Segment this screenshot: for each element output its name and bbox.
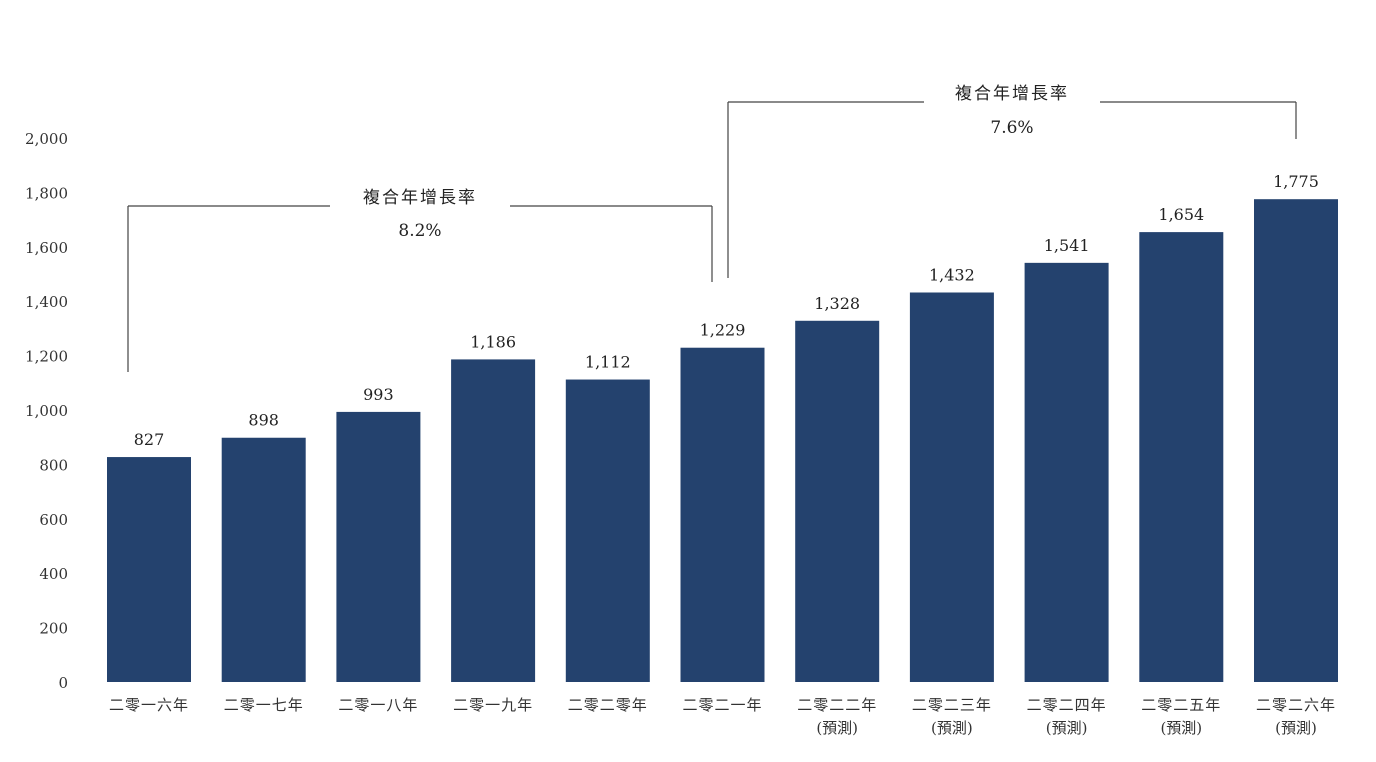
bar-value-label: 898 [248, 411, 279, 430]
y-tick-label: 1,000 [25, 402, 68, 420]
x-tick-label: 二零一六年 [109, 696, 189, 714]
y-tick-label: 1,400 [25, 293, 68, 311]
y-tick-label: 1,600 [25, 239, 68, 257]
bars: 827 898 993 1,186 1,112 1,229 1,328 1,432 1,541 1… [107, 172, 1338, 682]
cagr-annotations: 複合年增長率 8.2% 複合年增長率 7.6% [127, 84, 1297, 372]
bar [1139, 232, 1224, 682]
bar [680, 347, 765, 682]
bar-value-label: 993 [363, 385, 394, 404]
x-axis: 二零一六年 二零一七年 二零一八年 二零一九年 二零二零年 二零二一年 二零二二年 (預測) 二… [109, 696, 1336, 737]
bar [565, 379, 650, 682]
bar [336, 411, 421, 682]
cagr-bracket: 複合年增長率 7.6% [727, 84, 1297, 278]
x-tick-label: 二零二二年 [797, 696, 877, 714]
y-tick-label: 400 [39, 565, 68, 583]
bar [221, 437, 306, 682]
bar [1254, 199, 1338, 682]
bar [451, 359, 536, 682]
y-tick-label: 2,000 [25, 130, 68, 148]
bar-value-label: 1,654 [1158, 205, 1204, 224]
x-tick-label: 二零一七年 [224, 696, 304, 714]
x-tick-sublabel: (預測) [1160, 719, 1202, 737]
x-tick-label: 二零二三年 [912, 696, 992, 714]
cagr-value: 8.2% [398, 221, 441, 241]
x-tick-sublabel: (預測) [1275, 719, 1317, 737]
bar [909, 292, 994, 682]
cagr-bracket: 複合年增長率 8.2% [127, 188, 713, 372]
bar-value-label: 827 [134, 430, 165, 449]
cagr-label: 複合年增長率 [363, 188, 477, 208]
x-tick-label: 二零一九年 [453, 696, 533, 714]
bar-value-label: 1,432 [929, 265, 975, 284]
bar-value-label: 1,229 [700, 321, 746, 340]
y-tick-label: 600 [39, 511, 68, 529]
y-axis: 0 200 400 600 800 1,000 1,200 1,400 1,600 1,800 2,… [25, 130, 68, 692]
x-tick-sublabel: (預測) [816, 719, 858, 737]
x-tick-label: 二零二一年 [682, 696, 762, 714]
x-tick-sublabel: (預測) [1046, 719, 1088, 737]
y-tick-label: 1,800 [25, 184, 68, 202]
x-tick-label: 二零二零年 [568, 696, 648, 714]
cagr-label: 複合年增長率 [955, 84, 1069, 104]
bar-value-label: 1,186 [470, 332, 516, 351]
bar-value-label: 1,775 [1273, 172, 1319, 191]
y-tick-label: 200 [39, 620, 68, 638]
x-tick-label: 二零二四年 [1027, 696, 1107, 714]
bar [1024, 262, 1109, 682]
x-tick-label: 二零一八年 [338, 696, 418, 714]
x-tick-label: 二零二六年 [1256, 696, 1336, 714]
bar-value-label: 1,328 [814, 294, 860, 313]
x-tick-label: 二零二五年 [1141, 696, 1221, 714]
bar [107, 457, 191, 682]
x-tick-sublabel: (預測) [931, 719, 973, 737]
bar-value-label: 1,112 [585, 353, 631, 372]
bar [795, 320, 880, 682]
bar-value-label: 1,541 [1044, 236, 1090, 255]
y-tick-label: 1,200 [25, 348, 68, 366]
y-tick-label: 0 [58, 674, 68, 692]
cagr-value: 7.6% [990, 118, 1033, 138]
y-tick-label: 800 [39, 456, 68, 474]
